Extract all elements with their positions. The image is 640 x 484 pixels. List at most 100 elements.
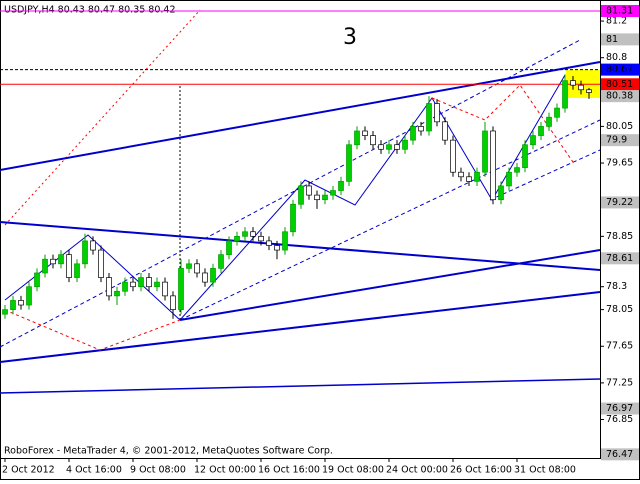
level-box [601, 402, 639, 415]
candle-body [386, 144, 392, 150]
level-label: 80.51 [606, 79, 633, 90]
candle-body [146, 277, 152, 288]
candle-body [306, 185, 312, 196]
level-box [601, 4, 639, 17]
candle-body [338, 181, 344, 191]
y-tick-label: 80.8 [606, 52, 627, 63]
trend-line [179, 249, 601, 321]
candle-body [98, 249, 104, 278]
level-label: 81.31 [606, 5, 633, 16]
footer: RoboForex - MetaTrader 4, © 2001-2012, M… [4, 446, 333, 457]
x-tick-label: 24 Oct 00:00 [386, 465, 448, 476]
candle-body [498, 185, 504, 201]
candle-body [154, 281, 160, 288]
candle-body [234, 235, 240, 242]
trend-line [0, 378, 601, 394]
level-box [601, 196, 639, 209]
channel-line [179, 119, 601, 321]
candle-body [570, 80, 576, 86]
y-tick-label: 78.05 [606, 304, 633, 315]
y-tick-label: 80.05 [606, 121, 633, 132]
level-box [601, 33, 639, 46]
y-tick-label: 77.65 [606, 341, 633, 352]
candle-body [578, 84, 584, 91]
candle-body [250, 231, 256, 237]
candle-body [50, 258, 56, 265]
level-label: 80.38 [606, 91, 633, 102]
candle-body [26, 286, 32, 306]
candle-body [210, 268, 216, 283]
candle-body [402, 139, 408, 150]
candle-body [58, 254, 64, 265]
candle-body [122, 281, 128, 292]
level-label: 76.47 [606, 449, 633, 460]
candle-body [66, 254, 72, 278]
candle-body [394, 144, 400, 150]
candle-body [178, 268, 184, 310]
candle-body [82, 240, 88, 265]
candle-body [242, 231, 248, 237]
candle-body [554, 107, 560, 118]
candle-body [586, 89, 592, 93]
x-tick-label: 19 Oct 08:00 [322, 465, 384, 476]
candle-body [274, 245, 280, 251]
candle-body [426, 103, 432, 132]
candle-body [466, 176, 472, 182]
x-tick-label: 31 Oct 08:00 [514, 465, 576, 476]
level-box [601, 448, 639, 461]
wave-path [4, 309, 181, 351]
level-box [601, 78, 639, 91]
candle-body [434, 103, 440, 123]
candle-body [42, 258, 48, 274]
candle-body [170, 295, 176, 310]
candle-body [18, 300, 24, 306]
candle-body [138, 277, 144, 288]
candle-body [370, 135, 376, 146]
drawings [0, 9, 601, 394]
chart-header: USDJPY,H4 80.43 80.47 80.35 80.42 [4, 5, 176, 16]
candle-body [130, 281, 136, 288]
level-label: 78.61 [606, 253, 633, 264]
x-tick-label: 4 Oct 16:00 [66, 465, 122, 476]
candle-body [186, 263, 192, 269]
candle-body [194, 263, 200, 274]
channel-line [489, 149, 601, 201]
wave-path [4, 74, 566, 321]
level-label: 79.9 [606, 135, 627, 146]
candle-body [538, 126, 544, 136]
candle-body [418, 126, 424, 132]
candle-body [10, 300, 16, 310]
candle-body [74, 263, 80, 278]
x-tick-label: 16 Oct 16:00 [258, 465, 320, 476]
y-tick-label: 77.25 [606, 377, 633, 388]
candle-body [90, 240, 96, 251]
level-box [601, 90, 639, 103]
x-tick-label: 2 Oct 2012 [2, 465, 55, 476]
candle-body [490, 130, 496, 201]
candle-body [522, 144, 528, 168]
candle-body [410, 126, 416, 141]
y-tick-label: 79.65 [606, 158, 633, 169]
candle-body [282, 231, 288, 251]
trend-line [0, 61, 601, 171]
candle-body [442, 121, 448, 141]
candle-body [298, 185, 304, 205]
y-tick-label: 78.85 [606, 231, 633, 242]
candle-body [506, 171, 512, 187]
candle-body [314, 194, 320, 201]
candle-body [258, 235, 264, 242]
trend-line [0, 221, 601, 271]
level-label: 80.67 [606, 64, 633, 75]
level-label: 76.97 [606, 403, 633, 414]
projection-line [4, 9, 201, 226]
level-box [601, 63, 639, 76]
candle-body [482, 130, 488, 173]
candle-body [562, 80, 568, 109]
candle-body [2, 309, 8, 315]
candle-body [458, 171, 464, 178]
y-tick-label: 81.2 [606, 16, 627, 27]
candle-body [378, 144, 384, 150]
